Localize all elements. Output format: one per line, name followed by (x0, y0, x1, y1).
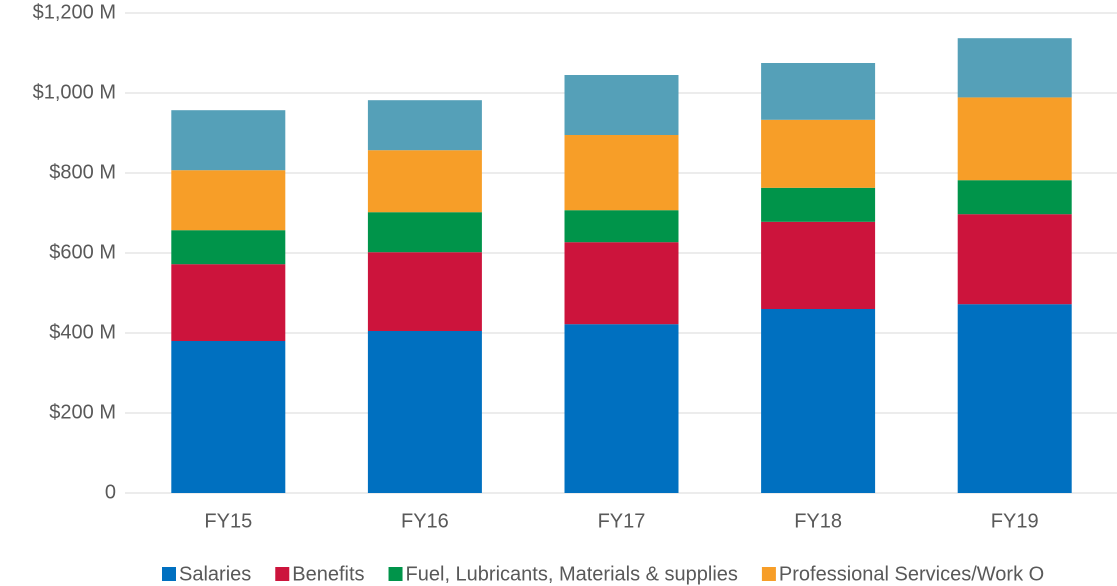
bar-segment (957, 180, 1072, 215)
bar-segment (171, 230, 286, 265)
bar-segment (761, 63, 876, 120)
y-tick-label: $1,200 M (33, 1, 116, 23)
bar-segment (367, 331, 482, 493)
bar-segment (761, 221, 876, 309)
bar-segment (761, 187, 876, 222)
y-tick-label: $800 M (49, 161, 116, 183)
bar-segment (564, 324, 679, 493)
bar-segment (367, 150, 482, 213)
x-tick-label: FY19 (991, 510, 1039, 532)
x-tick-label: FY15 (204, 510, 252, 532)
y-tick-label: $200 M (49, 401, 116, 423)
y-tick-label: $1,000 M (33, 81, 116, 103)
bar-segment (171, 170, 286, 231)
legend-label: Professional Services/Work O (779, 563, 1044, 585)
bar-segment (957, 97, 1072, 181)
bar-segment (761, 309, 876, 493)
legend-swatch (761, 567, 776, 581)
y-tick-label: 0 (105, 481, 116, 503)
bar-segment (171, 341, 286, 493)
bar-segment (564, 210, 679, 243)
y-tick-label: $600 M (49, 241, 116, 263)
x-tick-label: FY17 (598, 510, 646, 532)
x-tick-label: FY18 (794, 510, 842, 532)
bar-segment (367, 100, 482, 151)
bar-segment (761, 119, 876, 188)
legend-swatch (388, 567, 403, 581)
legend-label: Fuel, Lubricants, Materials & supplies (406, 563, 738, 585)
bar-segment (957, 38, 1072, 98)
bar-segment (564, 242, 679, 325)
bar-segment (367, 252, 482, 331)
bar-segment (564, 135, 679, 211)
bar-segment (367, 212, 482, 253)
bar-segment (564, 75, 679, 135)
legend-swatch (275, 567, 290, 581)
legend-label: Benefits (292, 563, 364, 585)
bar-segment (957, 304, 1072, 493)
x-tick-label: FY16 (401, 510, 449, 532)
legend-label: Salaries (179, 563, 251, 585)
bar-segment (171, 110, 286, 171)
y-tick-label: $400 M (49, 321, 116, 343)
legend-swatch (162, 567, 176, 581)
bar-segment (171, 264, 286, 341)
bar-segment (957, 214, 1072, 305)
